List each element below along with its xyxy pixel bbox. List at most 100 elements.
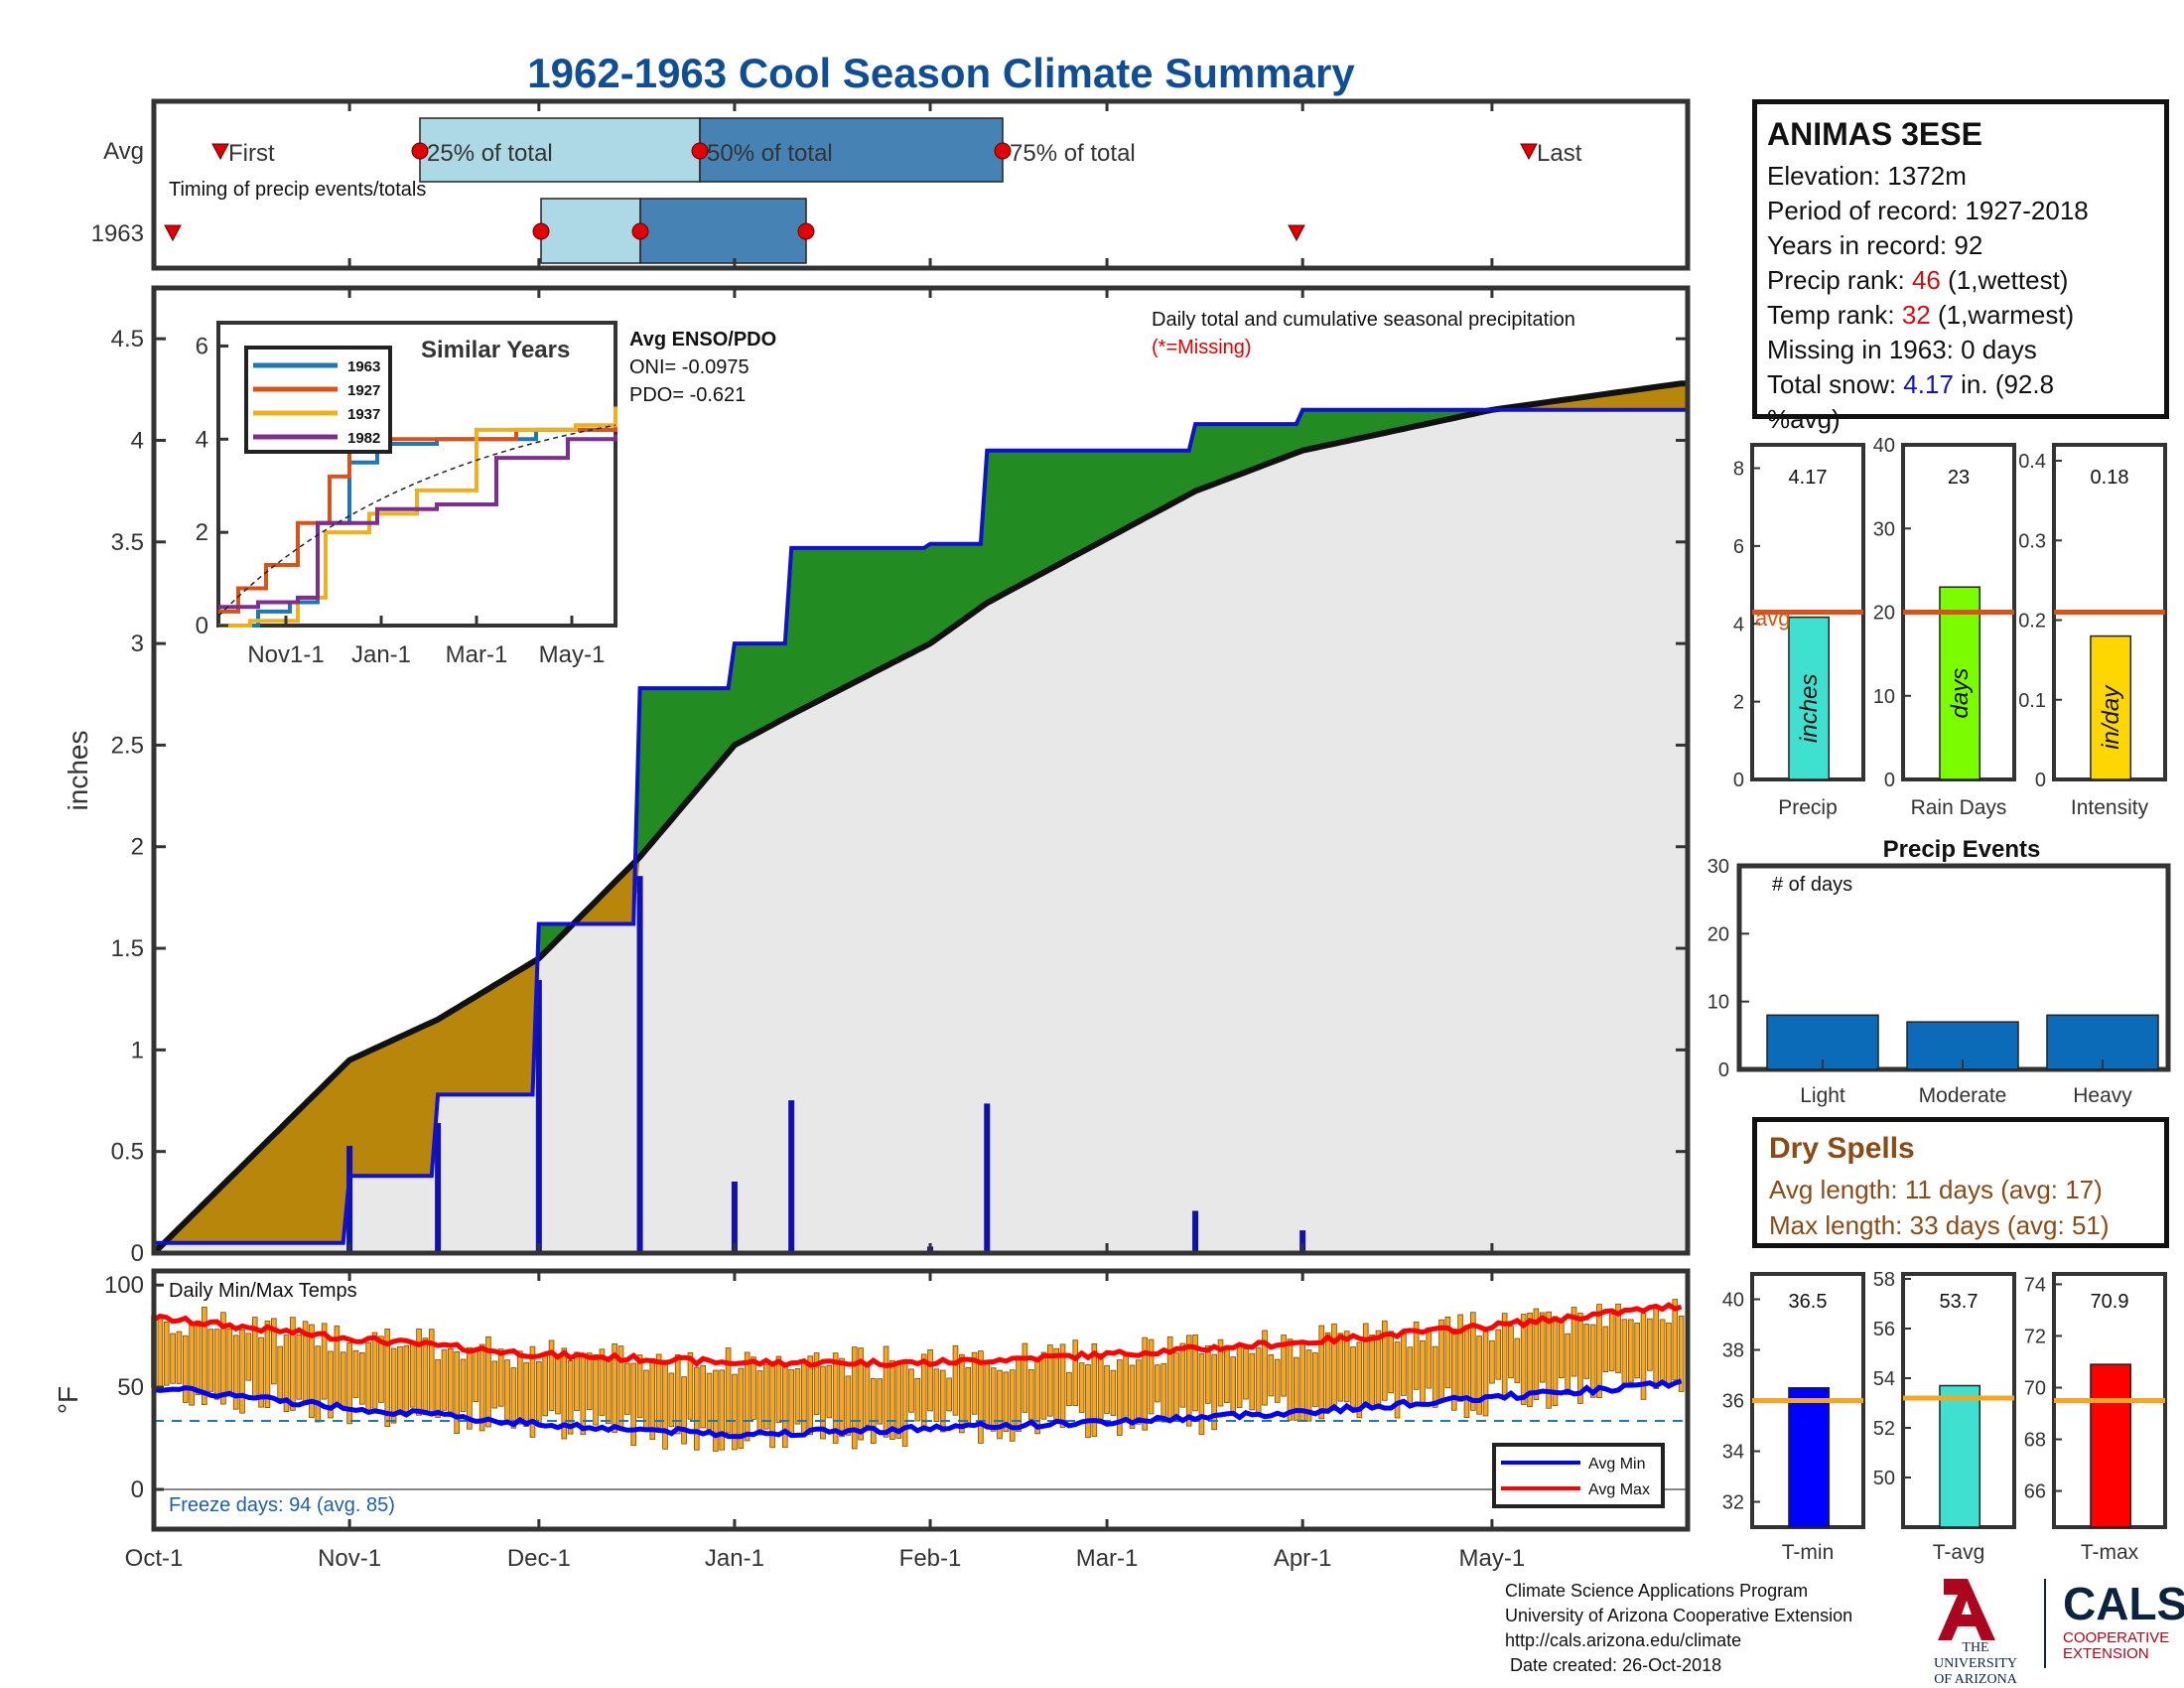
- temp-chart-tick-label: 34: [1722, 1442, 1744, 1464]
- temp-chart-tick-label: 72: [2024, 1326, 2046, 1347]
- daily-temp-bar: [1243, 1348, 1249, 1400]
- y-tick-label: 3.5: [111, 529, 144, 556]
- daily-temp-bar: [1287, 1338, 1294, 1421]
- temp-title: Daily Min/Max Temps: [169, 1280, 357, 1302]
- dry-avg-length: Avg length: 11 days (avg: 17): [1769, 1175, 2103, 1204]
- yr-last-marker: [1288, 224, 1305, 242]
- daily-temp-bar: [384, 1329, 391, 1428]
- daily-temp-bar: [1362, 1323, 1369, 1407]
- daily-temp-bar: [908, 1368, 914, 1413]
- daily-temp-bar: [725, 1347, 732, 1434]
- daily-temp-bar: [1262, 1330, 1268, 1406]
- daily-temp-bar: [1520, 1314, 1527, 1405]
- oni-label: ONI= -0.0975: [629, 356, 750, 378]
- daily-temp-bar: [719, 1369, 726, 1451]
- daily-temp-bar: [422, 1337, 429, 1415]
- daily-temp-bar: [1066, 1371, 1072, 1407]
- small-chart-label: Intensity: [2071, 796, 2149, 819]
- precip-caption: Daily total and cumulative seasonal prec…: [1152, 309, 1575, 331]
- daily-temp-bar: [497, 1348, 504, 1407]
- small-chart-tick-label: 8: [1733, 459, 1744, 481]
- avg-min-line: [153, 1378, 1683, 1440]
- daily-temp-bar: [232, 1335, 239, 1410]
- inset-y-label: 4: [196, 426, 208, 453]
- missing-note: (*=Missing): [1152, 337, 1252, 358]
- y-tick-label: 1.5: [111, 935, 144, 962]
- timing-ticks: [152, 101, 1494, 111]
- daily-temp-bar: [176, 1331, 183, 1384]
- temp-chart-tick-label: 54: [1873, 1368, 1895, 1390]
- station-info-box: ANIMAS 3ESE Elevation: 1372m Period of r…: [1752, 99, 2169, 434]
- daily-temp-bar: [1192, 1335, 1198, 1412]
- y-tick-label: 2.5: [111, 732, 144, 759]
- avg-75-marker: [994, 142, 1012, 160]
- daily-temp-bar: [586, 1352, 593, 1411]
- daily-temp-bar: [832, 1352, 839, 1444]
- daily-temp-bar: [239, 1329, 245, 1414]
- inset-series: [217, 406, 617, 628]
- inset-legend-items: 1963 1927 1937 1982: [253, 358, 380, 447]
- daily-temp-bar: [630, 1362, 637, 1447]
- cals-wordmark: CALS: [2063, 1578, 2184, 1629]
- daily-temp-bar: [984, 1361, 991, 1428]
- temp-y-label: 100: [104, 1272, 144, 1299]
- daily-temp-bar: [1337, 1333, 1344, 1402]
- events-tick-label: 20: [1707, 923, 1729, 945]
- daily-temp-bar: [1085, 1364, 1091, 1439]
- avg-marker-label: avg: [1755, 606, 1790, 631]
- daily-temp-bar: [1268, 1354, 1275, 1397]
- cals-sub-2: EXTENSION: [2063, 1645, 2149, 1662]
- daily-temp-bar: [920, 1353, 927, 1429]
- temp-legend: [1492, 1443, 1665, 1508]
- inset-x-label: Jan-1: [351, 641, 411, 668]
- footer-line-4: Date created: 26-Oct-2018: [1505, 1655, 1722, 1675]
- inset-y-label: 2: [196, 519, 208, 546]
- ua-logo: [1938, 1579, 2046, 1668]
- season-cumulative-line: [154, 407, 1688, 1245]
- station-name: ANIMAS 3ESE: [1767, 116, 1982, 152]
- timing-row-avg: Avg: [103, 138, 144, 165]
- daily-temp-bar: [1324, 1332, 1331, 1412]
- inset-legend-label: 1927: [347, 382, 380, 399]
- elevation: Elevation: 1372m: [1767, 161, 1967, 191]
- yr-50-marker: [631, 222, 649, 240]
- daily-temp-bar: [1489, 1339, 1495, 1384]
- daily-temp-bar: [1179, 1342, 1186, 1408]
- temp-chart-tick-label: 50: [1873, 1468, 1895, 1489]
- daily-temp-bar: [1482, 1331, 1489, 1417]
- daily-temp-bar: [245, 1333, 252, 1381]
- daily-temp-bar: [1350, 1346, 1356, 1408]
- daily-temp-bar: [580, 1352, 587, 1436]
- daily-temp-bar: [713, 1369, 719, 1452]
- daily-temp-bar: [1072, 1339, 1079, 1406]
- small-chart-tick-label: 40: [1873, 435, 1895, 457]
- daily-temp-bar: [1659, 1319, 1666, 1385]
- freeze-label: Freeze days: 94 (avg. 85): [169, 1494, 395, 1516]
- daily-temp-bar: [674, 1353, 681, 1435]
- daily-temp-bar: [1097, 1352, 1104, 1424]
- daily-temp-bar: [1476, 1336, 1482, 1415]
- avg-25-marker: [411, 142, 429, 160]
- precip-panel: 0 0.5 1 1.5 2 2.5 3 3.5 4 4.5 inches Daily total …: [63, 285, 1691, 1267]
- daily-temp-bar: [1053, 1347, 1059, 1422]
- daily-temp-bar: [485, 1336, 491, 1428]
- daily-temp-bar: [1027, 1368, 1034, 1421]
- daily-temp-bar: [1508, 1326, 1514, 1379]
- daily-temp-bar: [1401, 1333, 1407, 1396]
- daily-temp-bar: [226, 1328, 233, 1392]
- temp-chart-tick-label: 52: [1873, 1418, 1895, 1440]
- avg-box-25-50: [419, 117, 701, 183]
- temp-chart-tick-label: 58: [1873, 1269, 1895, 1291]
- daily-temp-bar: [536, 1361, 542, 1424]
- precip-rank-suffix: (1,wettest): [1940, 265, 2069, 295]
- inset-legend-label: 1963: [347, 358, 380, 375]
- daily-temp-bar: [762, 1364, 769, 1430]
- temp-chart-tick-label: 74: [2024, 1274, 2046, 1296]
- temp-yticks: 0 50 100: [104, 1272, 164, 1503]
- similar-years-inset: 0 2 4 6 Nov1-1 Jan-1 Mar-1 May-1 Similar Years…: [196, 321, 617, 668]
- small-chart-value: 0.18: [2091, 467, 2129, 489]
- daily-temp-bar: [605, 1360, 612, 1425]
- small-chart-value: 4.17: [1789, 467, 1828, 489]
- inset-series-line: [218, 406, 617, 628]
